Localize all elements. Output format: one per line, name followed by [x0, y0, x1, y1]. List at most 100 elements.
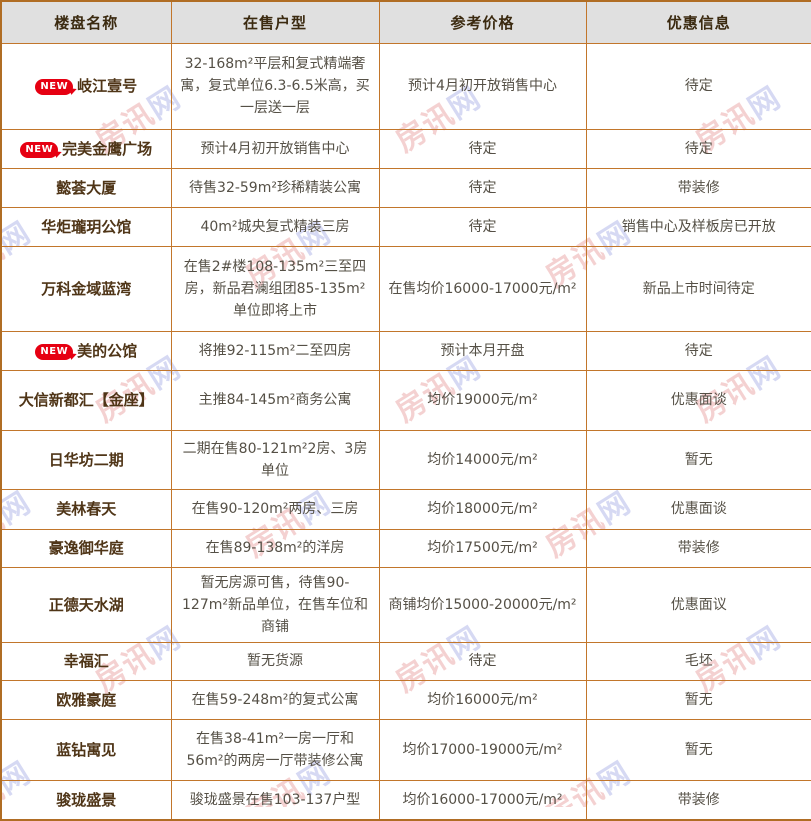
table-row: 大信新都汇【金座】 主推84-145m²商务公寓 均价19000元/m² 优惠面谈 — [0, 369, 811, 431]
property-name-cell: NEW 岐江壹号 — [0, 42, 172, 130]
units-on-sale-cell: 40m²城央复式精装三房 — [170, 206, 380, 247]
property-name-cell: 华炬瓏玥公馆 — [0, 206, 172, 247]
property-name-cell: 正德天水湖 — [0, 566, 172, 643]
header-row: 楼盘名称 在售户型 参考价格 优惠信息 — [0, 0, 811, 44]
property-name: 骏珑盛景 — [56, 790, 117, 809]
reference-price-cell: 商铺均价15000-20000元/m² — [378, 566, 587, 643]
table-row: 骏珑盛景 骏珑盛景在售103-137户型 均价16000-17000元/m² 带装修 — [0, 779, 811, 821]
property-name: 美林春天 — [56, 500, 117, 518]
property-name: 大信新都汇【金座】 — [18, 391, 154, 409]
promo-info-cell: 待定 — [585, 42, 811, 130]
promo-info-cell: 优惠面议 — [585, 566, 811, 643]
reference-price-cell: 均价16000-17000元/m² — [378, 779, 587, 821]
property-name: 蓝钻寓见 — [56, 740, 117, 759]
promo-info-cell: 带装修 — [585, 779, 811, 821]
reference-price-cell: 均价18000元/m² — [378, 488, 587, 530]
property-name: 万科金域蓝湾 — [41, 279, 132, 298]
promo-info-cell: 带装修 — [585, 528, 811, 568]
property-name-cell: 万科金域蓝湾 — [0, 245, 172, 332]
promo-info-cell: 待定 — [585, 330, 811, 371]
units-on-sale-cell: 在售89-138m²的洋房 — [170, 528, 380, 568]
property-name-cell: 日华坊二期 — [0, 429, 172, 490]
new-badge: NEW — [35, 343, 74, 360]
table-row: 万科金域蓝湾 在售2#楼108-135m²三至四房，新品君澜组团85-135m²单… — [0, 245, 811, 332]
property-name-cell: 蓝钻寓见 — [0, 718, 172, 781]
property-name: 日华坊二期 — [48, 450, 124, 469]
reference-price-cell: 待定 — [378, 128, 587, 169]
table-row: 幸福汇 暂无货源 待定 毛坯 — [0, 641, 811, 681]
reference-price-cell: 待定 — [378, 206, 587, 247]
units-on-sale-cell: 预计4月初开放销售中心 — [170, 128, 380, 169]
new-badge: NEW — [20, 141, 59, 158]
property-name-cell: NEW 完美金鹰广场 — [0, 128, 172, 169]
promo-info-cell: 带装修 — [585, 167, 811, 208]
property-name: 懿荟大厦 — [56, 178, 117, 197]
table-row: 日华坊二期 二期在售80-121m²2房、3房单位 均价14000元/m² 暂无 — [0, 429, 811, 490]
property-name-cell: 欧雅豪庭 — [0, 679, 172, 720]
promo-info-cell: 销售中心及样板房已开放 — [585, 206, 811, 247]
property-name: 完美金鹰广场 — [62, 139, 153, 158]
table-row: NEW 美的公馆 将推92-115m²二至四房 预计本月开盘 待定 — [0, 330, 811, 371]
reference-price-cell: 预计本月开盘 — [378, 330, 587, 371]
property-name: 正德天水湖 — [48, 595, 124, 614]
promo-info-cell: 待定 — [585, 128, 811, 169]
reference-price-cell: 待定 — [378, 641, 587, 681]
reference-price-cell: 预计4月初开放销售中心 — [378, 42, 587, 130]
reference-price-cell: 均价14000元/m² — [378, 429, 587, 490]
units-on-sale-cell: 将推92-115m²二至四房 — [170, 330, 380, 371]
header-reference-price: 参考价格 — [378, 0, 587, 44]
new-badge: NEW — [35, 79, 74, 95]
units-on-sale-cell: 暂无房源可售，待售90-127m²新品单位，在售车位和商铺 — [170, 566, 380, 643]
table-row: 懿荟大厦 待售32-59m²珍稀精装公寓 待定 带装修 — [0, 167, 811, 208]
property-name: 美的公馆 — [77, 341, 138, 360]
promo-info-cell: 暂无 — [585, 429, 811, 490]
promo-info-cell: 优惠面谈 — [585, 369, 811, 431]
table-row: 正德天水湖 暂无房源可售，待售90-127m²新品单位，在售车位和商铺 商铺均价15… — [0, 566, 811, 643]
reference-price-cell: 待定 — [378, 167, 587, 208]
table-body: NEW 岐江壹号 32-168m²平层和复式精端奢寓，复式单位6.3-6.5米高，买… — [0, 42, 811, 821]
units-on-sale-cell: 骏珑盛景在售103-137户型 — [170, 779, 380, 821]
property-name: 华炬瓏玥公馆 — [41, 217, 132, 236]
reference-price-cell: 均价19000元/m² — [378, 369, 587, 431]
reference-price-cell: 均价17500元/m² — [378, 528, 587, 568]
property-name-cell: 豪逸御华庭 — [0, 528, 172, 568]
table-row: NEW 岐江壹号 32-168m²平层和复式精端奢寓，复式单位6.3-6.5米高，买… — [0, 42, 811, 130]
promo-info-cell: 毛坯 — [585, 641, 811, 681]
property-name: 欧雅豪庭 — [56, 690, 117, 709]
units-on-sale-cell: 暂无货源 — [170, 641, 380, 681]
property-name-cell: 幸福汇 — [0, 641, 172, 681]
units-on-sale-cell: 32-168m²平层和复式精端奢寓，复式单位6.3-6.5米高，买一层送一层 — [170, 42, 380, 130]
property-name-cell: NEW 美的公馆 — [0, 330, 172, 371]
table-row: 欧雅豪庭 在售59-248m²的复式公寓 均价16000元/m² 暂无 — [0, 679, 811, 720]
promo-info-cell: 暂无 — [585, 718, 811, 781]
property-name-cell: 美林春天 — [0, 488, 172, 530]
units-on-sale-cell: 在售90-120m²两房、三房 — [170, 488, 380, 530]
header-units-on-sale: 在售户型 — [170, 0, 380, 44]
table-row: 蓝钻寓见 在售38-41m²一房一厅和56m²的两房一厅带装修公寓 均价17000-… — [0, 718, 811, 781]
units-on-sale-cell: 主推84-145m²商务公寓 — [170, 369, 380, 431]
property-name-cell: 懿荟大厦 — [0, 167, 172, 208]
property-name: 豪逸御华庭 — [48, 539, 124, 557]
property-name: 幸福汇 — [63, 652, 109, 670]
reference-price-cell: 均价16000元/m² — [378, 679, 587, 720]
table-row: 华炬瓏玥公馆 40m²城央复式精装三房 待定 销售中心及样板房已开放 — [0, 206, 811, 247]
promo-info-cell: 暂无 — [585, 679, 811, 720]
units-on-sale-cell: 待售32-59m²珍稀精装公寓 — [170, 167, 380, 208]
header-promo-info: 优惠信息 — [585, 0, 811, 44]
units-on-sale-cell: 在售38-41m²一房一厅和56m²的两房一厅带装修公寓 — [170, 718, 380, 781]
reference-price-cell: 在售均价16000-17000元/m² — [378, 245, 587, 332]
promo-info-cell: 新品上市时间待定 — [585, 245, 811, 332]
table-row: 美林春天 在售90-120m²两房、三房 均价18000元/m² 优惠面谈 — [0, 488, 811, 530]
units-on-sale-cell: 二期在售80-121m²2房、3房单位 — [170, 429, 380, 490]
property-name-cell: 骏珑盛景 — [0, 779, 172, 821]
units-on-sale-cell: 在售2#楼108-135m²三至四房，新品君澜组团85-135m²单位即将上市 — [170, 245, 380, 332]
table-row: NEW 完美金鹰广场 预计4月初开放销售中心 待定 待定 — [0, 128, 811, 169]
property-name-cell: 大信新都汇【金座】 — [0, 369, 172, 431]
reference-price-cell: 均价17000-19000元/m² — [378, 718, 587, 781]
header-property-name: 楼盘名称 — [0, 0, 172, 44]
table-row: 豪逸御华庭 在售89-138m²的洋房 均价17500元/m² 带装修 — [0, 528, 811, 568]
promo-info-cell: 优惠面谈 — [585, 488, 811, 530]
units-on-sale-cell: 在售59-248m²的复式公寓 — [170, 679, 380, 720]
